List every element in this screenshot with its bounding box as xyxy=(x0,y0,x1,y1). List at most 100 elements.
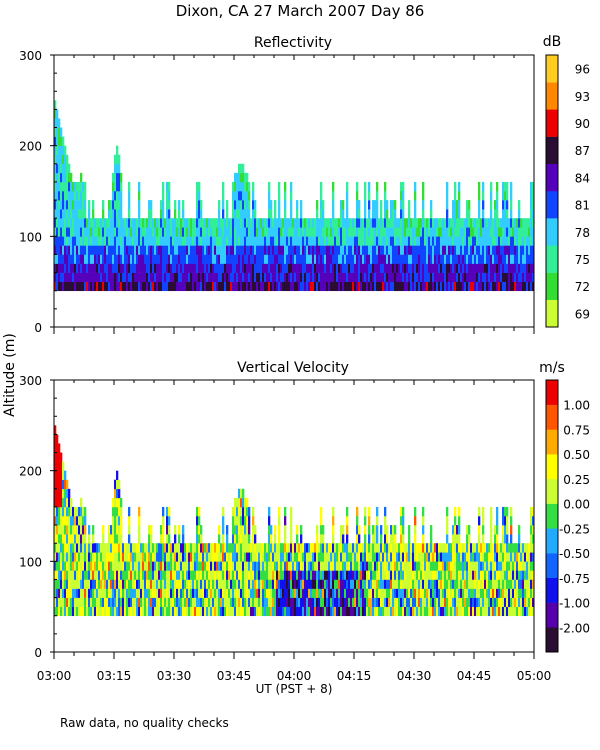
heatmap-cell xyxy=(452,570,455,580)
heatmap-cell xyxy=(174,281,177,292)
heatmap-cell xyxy=(178,227,181,237)
heatmap-cell xyxy=(388,254,391,264)
heatmap-cell xyxy=(440,588,443,598)
heatmap-cell xyxy=(206,236,209,246)
heatmap-cell xyxy=(192,606,195,617)
heatmap-cell xyxy=(262,254,265,264)
heatmap-cell xyxy=(154,543,157,553)
colorbar-label: 84 xyxy=(575,171,590,185)
heatmap-cell xyxy=(160,588,163,598)
heatmap-cell xyxy=(510,543,513,553)
heatmap-cell xyxy=(506,227,509,237)
heatmap-cell xyxy=(406,606,409,617)
heatmap-cell xyxy=(138,263,141,273)
heatmap-cell xyxy=(474,263,477,273)
heatmap-cell xyxy=(156,579,159,589)
heatmap-cell xyxy=(144,579,147,589)
heatmap-cell xyxy=(130,543,133,553)
heatmap-cell xyxy=(376,191,379,201)
heatmap-cell xyxy=(64,227,67,237)
heatmap-cell xyxy=(88,552,91,562)
heatmap-cell xyxy=(254,579,257,589)
heatmap-cell xyxy=(290,588,293,598)
heatmap-cell xyxy=(486,254,489,264)
heatmap-cell xyxy=(190,588,193,598)
heatmap-cell xyxy=(116,588,119,598)
heatmap-cell xyxy=(298,597,301,607)
heatmap-cell xyxy=(510,227,513,237)
heatmap-cell xyxy=(432,561,435,571)
heatmap-cell xyxy=(340,218,343,228)
heatmap-cell xyxy=(108,534,111,544)
heatmap-cell xyxy=(170,588,173,598)
heatmap-cell xyxy=(278,588,281,598)
heatmap-cell xyxy=(456,552,459,562)
heatmap-cell xyxy=(406,263,409,273)
heatmap-cell xyxy=(354,272,357,282)
heatmap-cell xyxy=(196,552,199,562)
heatmap-cell xyxy=(428,606,431,617)
heatmap-cell xyxy=(54,579,57,589)
heatmap-cell xyxy=(98,543,101,553)
heatmap-cell xyxy=(212,272,215,282)
heatmap-cell xyxy=(252,236,255,246)
heatmap-cell xyxy=(480,579,483,589)
heatmap-cell xyxy=(256,218,259,228)
heatmap-cell xyxy=(218,552,221,562)
heatmap-cell xyxy=(66,534,69,544)
heatmap-cell xyxy=(454,191,457,201)
heatmap-cell xyxy=(56,118,59,128)
heatmap-cell xyxy=(166,597,169,607)
heatmap-cell xyxy=(528,245,531,255)
heatmap-cell xyxy=(482,525,485,535)
heatmap-cell xyxy=(304,236,307,246)
heatmap-cell xyxy=(484,272,487,282)
heatmap-cell xyxy=(218,606,221,617)
heatmap-cell xyxy=(68,254,71,264)
heatmap-cell xyxy=(182,561,185,571)
heatmap-cell xyxy=(404,597,407,607)
heatmap-cell xyxy=(242,227,245,237)
heatmap-cell xyxy=(432,570,435,580)
heatmap-cell xyxy=(82,200,85,210)
heatmap-cell xyxy=(484,227,487,237)
heatmap-cell xyxy=(436,254,439,264)
heatmap-cell xyxy=(244,200,247,210)
heatmap-cell xyxy=(442,245,445,255)
heatmap-cell xyxy=(160,236,163,246)
heatmap-cell xyxy=(276,588,279,598)
heatmap-cell xyxy=(290,254,293,264)
heatmap-cell xyxy=(256,227,259,237)
heatmap-cell xyxy=(340,236,343,246)
heatmap-cell xyxy=(246,172,249,183)
heatmap-cell xyxy=(78,218,81,228)
heatmap-cell xyxy=(308,281,311,292)
heatmap-cell xyxy=(344,272,347,282)
heatmap-cell xyxy=(296,543,299,553)
heatmap-cell xyxy=(514,552,517,562)
heatmap-cell xyxy=(90,263,93,273)
colorbar-segment xyxy=(546,218,558,246)
heatmap-cell xyxy=(190,561,193,571)
heatmap-cell xyxy=(164,272,167,282)
heatmap-cell xyxy=(246,561,249,571)
heatmap-cell xyxy=(450,570,453,580)
heatmap-cell xyxy=(168,534,171,544)
heatmap-cell xyxy=(354,552,357,562)
heatmap-cell xyxy=(532,579,535,589)
heatmap-cell xyxy=(166,579,169,589)
heatmap-cell xyxy=(318,218,321,228)
heatmap-cell xyxy=(346,588,349,598)
heatmap-cell xyxy=(246,516,249,526)
heatmap-cell xyxy=(212,597,215,607)
heatmap-cell xyxy=(490,227,493,237)
heatmap-cell xyxy=(452,254,455,264)
heatmap-cell xyxy=(204,218,207,228)
heatmap-cell xyxy=(426,579,429,589)
heatmap-cell xyxy=(468,209,471,219)
heatmap-cell xyxy=(86,561,89,571)
heatmap-cell xyxy=(198,606,201,617)
heatmap-cell xyxy=(162,209,165,219)
heatmap-cell xyxy=(72,209,75,219)
heatmap-cell xyxy=(274,588,277,598)
